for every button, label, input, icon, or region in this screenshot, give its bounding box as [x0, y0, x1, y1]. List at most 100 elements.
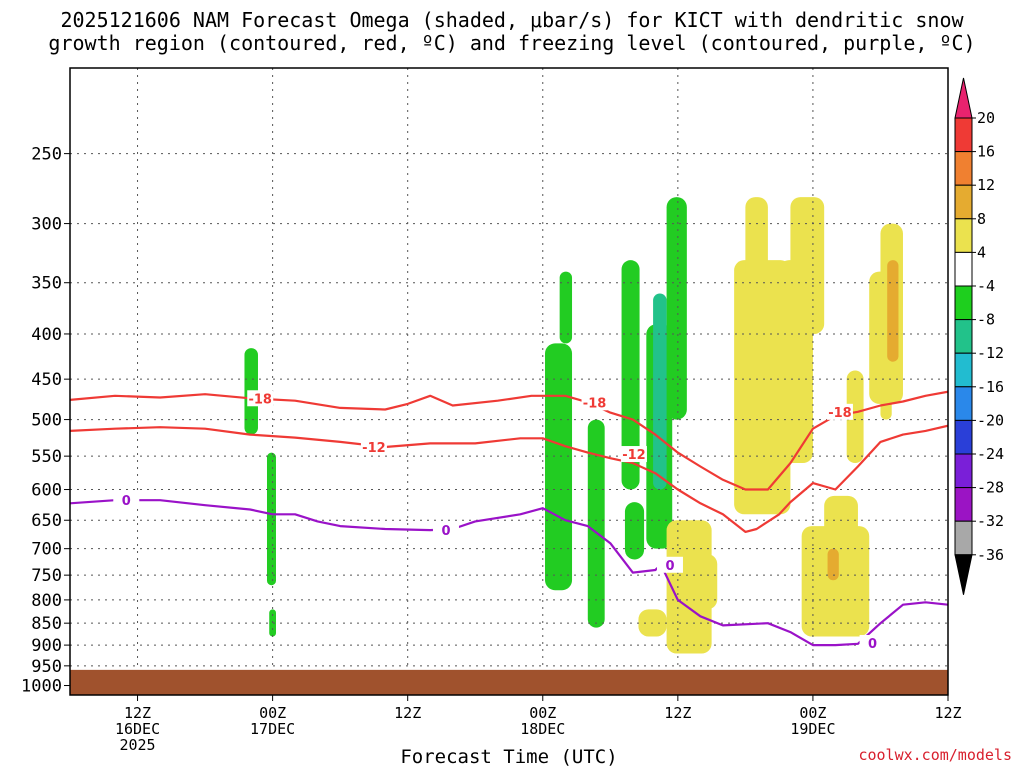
y-tick-label: 650 [31, 511, 62, 531]
contour-label-bg [620, 446, 647, 463]
colorbar-label: -4 [977, 277, 995, 295]
omega-region-yellow [745, 197, 768, 283]
y-tick-label: 600 [31, 481, 62, 501]
chart-title-line-2: growth region (contoured, red, ºC) and f… [48, 31, 976, 55]
omega-region-green [545, 343, 573, 591]
x-tick-label: 12Z [124, 704, 151, 722]
contour-label-bg [432, 522, 459, 539]
x-tick-label: 00Z [259, 704, 286, 722]
colorbar-label: -20 [977, 411, 1004, 429]
contour-label-bg [247, 390, 274, 407]
x-tick-label: 12Z [934, 704, 961, 722]
colorbar-swatch [954, 386, 973, 421]
colorbar-label: -8 [977, 311, 995, 329]
omega-region-green [559, 271, 573, 344]
y-tick-label: 250 [31, 145, 62, 165]
x-tick-label: 12Z [394, 704, 421, 722]
colorbar-swatch [954, 218, 973, 253]
x-axis-label: Forecast Time (UTC) [400, 746, 617, 768]
y-tick-label: 500 [31, 411, 62, 431]
colorbar-swatch [954, 487, 973, 522]
contour-label-dgz_minus18: -18 [828, 406, 852, 421]
colorbar-label: -32 [977, 512, 1004, 530]
colorbar-label: -12 [977, 344, 1004, 362]
contour-line-dgz_minus12 [70, 424, 948, 533]
contour-label-dgz_minus18: -18 [583, 396, 607, 411]
colorbar-swatch [954, 520, 973, 556]
colorbar-swatch [954, 319, 973, 354]
colorbar-swatch [954, 352, 973, 388]
contour-label-bg [826, 403, 853, 420]
x-tick-label: 2025 [119, 736, 155, 754]
colorbar-top-arrow [954, 77, 973, 119]
contour-label-bg [859, 634, 886, 651]
colorbar-bottom-arrow [954, 554, 973, 595]
colorbar-swatch [954, 184, 973, 220]
y-tick-label: 450 [31, 370, 62, 390]
contour-label-bg [656, 556, 683, 573]
omega-region-green [624, 502, 645, 560]
omega-region-yellow [790, 197, 825, 334]
contour-label-dgz_minus12: -12 [622, 448, 646, 463]
contour-label-freezing_level: 0 [122, 494, 131, 509]
contour-line-freezing_level [70, 499, 948, 647]
x-tick-label: 19DEC [790, 720, 835, 738]
omega-region-teal [653, 293, 667, 490]
omega-region-green [666, 197, 687, 420]
colorbar-label: -36 [977, 546, 1004, 564]
y-tick-label: 950 [31, 657, 62, 677]
contour-label-freezing_level: 0 [665, 559, 674, 574]
omega-region-green [587, 419, 605, 628]
contour-label-bg [113, 492, 140, 509]
colorbar-label: 4 [977, 243, 986, 261]
credit-text[interactable]: coolwx.com/models [858, 746, 1012, 764]
contour-label-freezing_level: 0 [868, 637, 877, 652]
colorbar-swatch [954, 117, 973, 153]
omega-region-orange [887, 260, 899, 362]
colorbar-label: 20 [977, 109, 995, 127]
x-tick-label: 17DEC [250, 720, 295, 738]
colorbar-label: 16 [977, 143, 995, 161]
y-tick-label: 750 [31, 566, 62, 586]
colorbar-swatch [954, 151, 973, 186]
colorbar-label: -28 [977, 479, 1004, 497]
plot-area: -18 -18 -18 -12 -12 0 0 0 0 [70, 68, 948, 695]
colorbar-swatch [954, 285, 973, 321]
omega-region-yellow [689, 554, 718, 610]
contour-line-dgz_minus18 [70, 390, 948, 491]
contour-label-freezing_level: 0 [441, 524, 450, 539]
x-tick-label: 16DEC [115, 720, 160, 738]
plot-frame [69, 67, 949, 696]
y-tick-label: 800 [31, 591, 62, 611]
contour-label-bg [360, 438, 387, 455]
colorbar-swatch [954, 251, 973, 287]
y-tick-label: 900 [31, 636, 62, 656]
chart-title-line-1: 2025121606 NAM Forecast Omega (shaded, μ… [60, 8, 964, 32]
y-tick-label: 400 [31, 325, 62, 345]
colorbar-label: 12 [977, 176, 995, 194]
colorbar-swatch [954, 419, 973, 455]
colorbar-label: -16 [977, 378, 1004, 396]
colorbar-label: -24 [977, 445, 1004, 463]
omega-region-green [621, 260, 640, 490]
omega-region-yellow [880, 395, 892, 420]
terrain-ground [70, 669, 948, 695]
y-tick-label: 1000 [21, 677, 62, 697]
colorbar-label: 8 [977, 210, 986, 228]
y-tick-label: 300 [31, 215, 62, 235]
omega-region-yellow [734, 260, 791, 515]
y-tick-label: 850 [31, 614, 62, 634]
x-tick-label: 00Z [529, 704, 556, 722]
omega-region-yellow [846, 370, 864, 464]
contour-label-dgz_minus12: -12 [362, 441, 386, 456]
x-tick-label: 12Z [664, 704, 691, 722]
contour-label-bg [581, 394, 608, 411]
y-tick-label: 700 [31, 540, 62, 560]
x-tick-label: 00Z [799, 704, 826, 722]
contour-label-dgz_minus18: -18 [248, 392, 272, 407]
omega-region-green [266, 452, 276, 586]
y-tick-label: 550 [31, 447, 62, 467]
omega-region-orange [827, 548, 839, 581]
colorbar-swatch [954, 453, 973, 489]
